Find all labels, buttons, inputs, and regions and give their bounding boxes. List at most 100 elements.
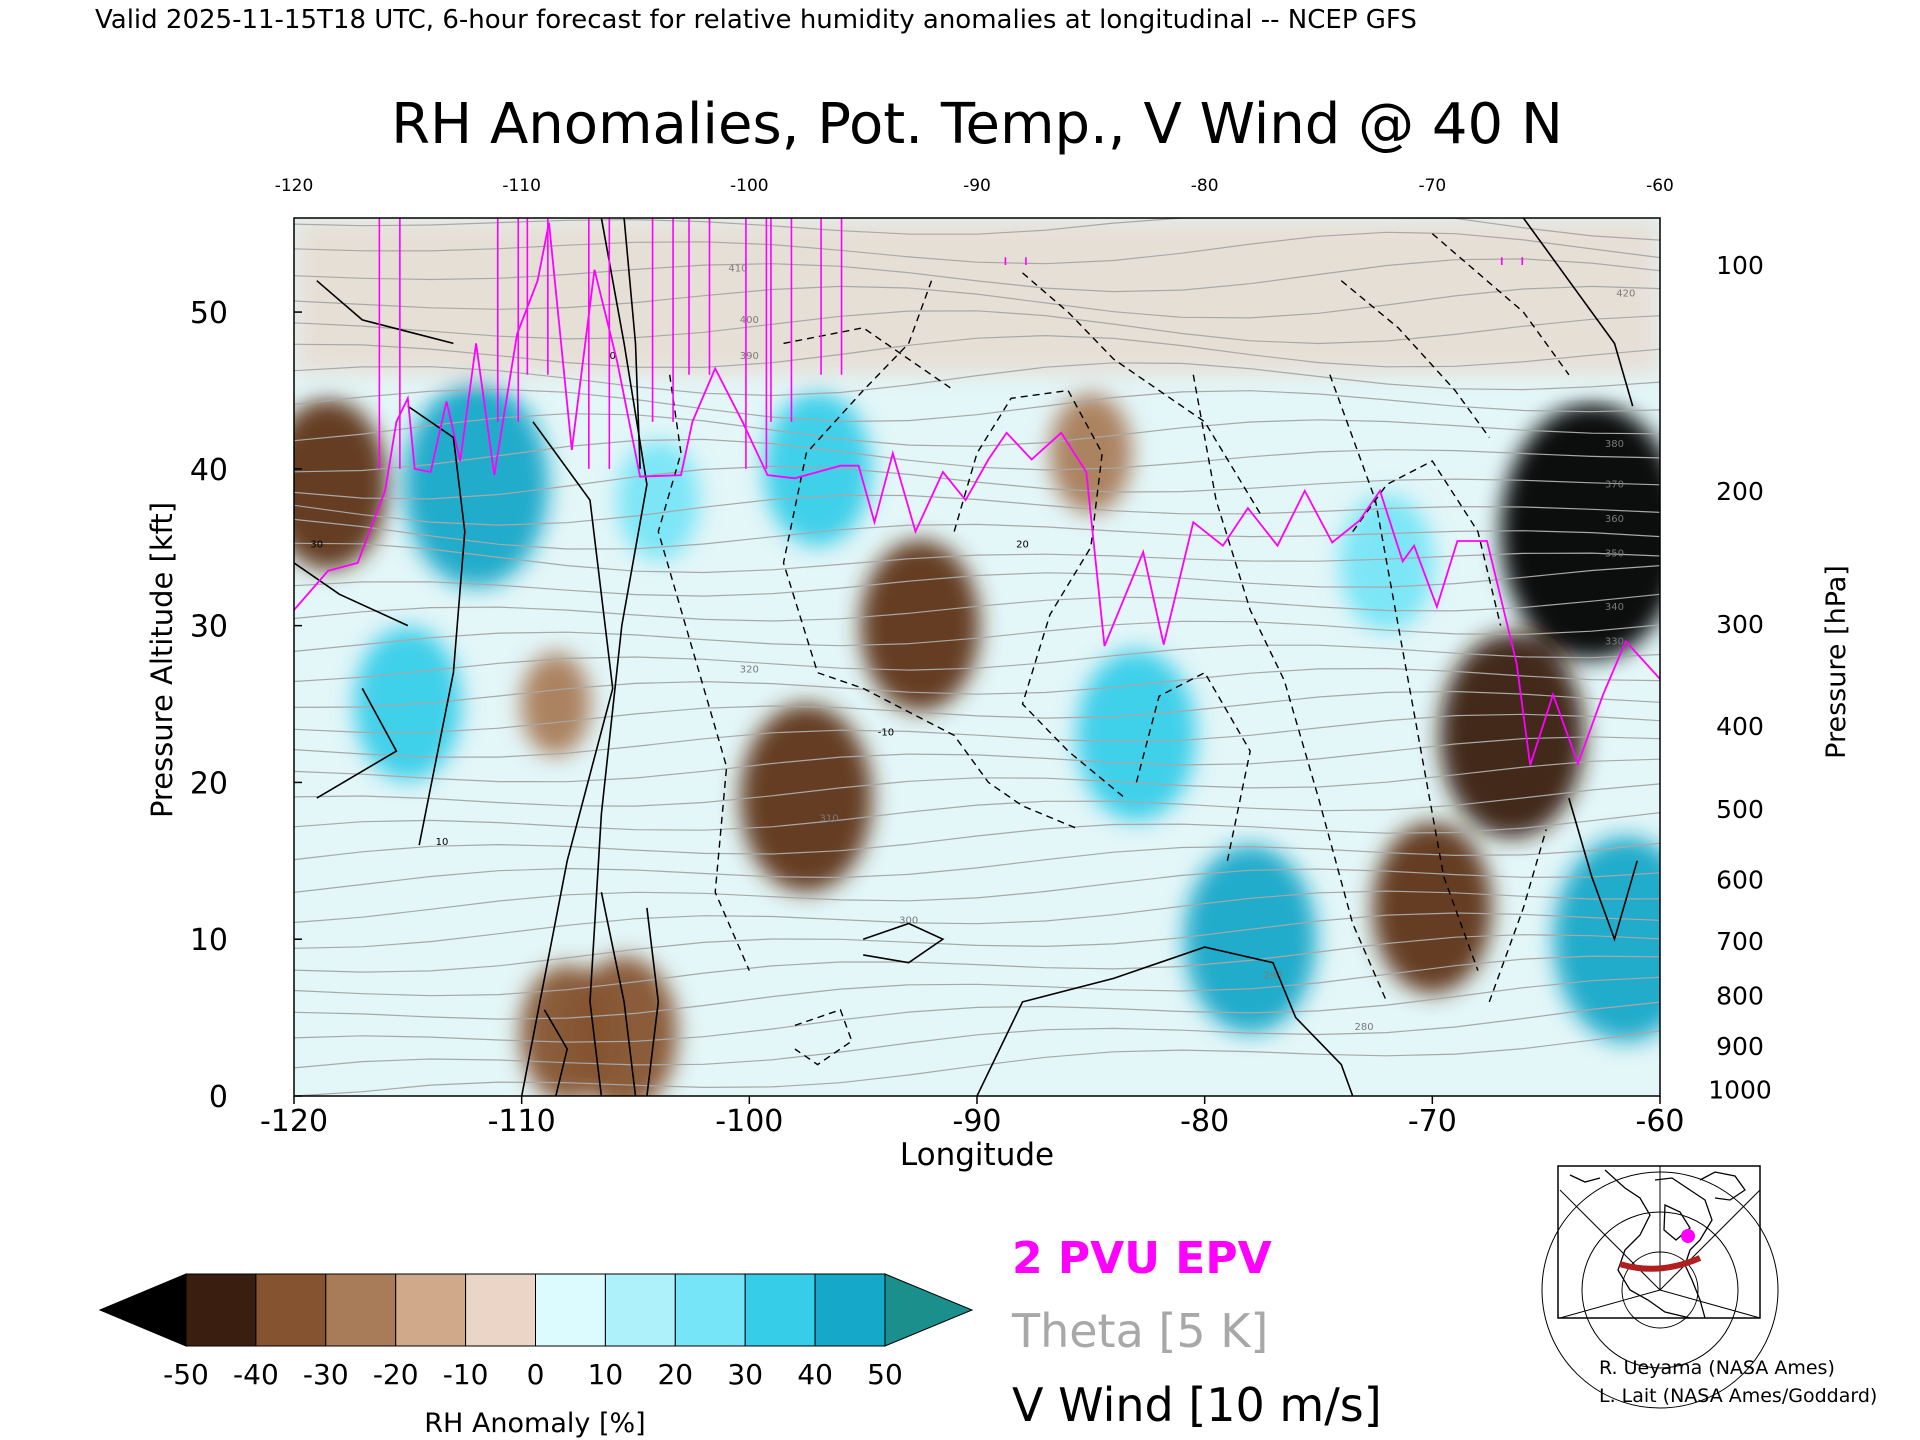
v-wind-contour-negative — [1340, 280, 1490, 438]
x-tick-label: -70 — [1408, 1104, 1457, 1139]
y-tick-label: 0 — [209, 1080, 228, 1115]
pressure-tick-label: 500 — [1716, 795, 1764, 824]
theta-contour-line — [294, 388, 1660, 423]
theta-contour-line — [294, 690, 1660, 734]
colorbar-tick-label: 0 — [527, 1358, 545, 1391]
rh-anomaly-blob — [1049, 393, 1132, 514]
valid-time-header: Valid 2025-11-15T18 UTC, 6-hour forecast… — [95, 5, 1417, 35]
theta-contour-line — [294, 518, 1660, 550]
theta-contour-line — [294, 334, 1660, 369]
theta-contour-line — [294, 667, 1660, 708]
v-wind-contour-negative — [783, 327, 955, 392]
epv-2pvu-spike — [770, 218, 793, 422]
x-tick-label: -60 — [1636, 1104, 1685, 1139]
colorbar-segment — [814, 1273, 886, 1347]
colorbar-segment — [185, 1273, 257, 1347]
theta-contour-line — [294, 465, 1660, 500]
x-axis-bottom: -120 -110 -100 -90 -80 -70 -60 — [260, 1096, 1685, 1139]
colorbar-segment — [744, 1273, 816, 1347]
v-wind-contour-negative — [1329, 374, 1479, 971]
v-wind-contour-positive — [623, 218, 641, 469]
pressure-tick-label: 600 — [1716, 866, 1764, 895]
pressure-tick-label: 100 — [1716, 251, 1764, 280]
rh-anomaly-blob — [860, 540, 980, 712]
v-wind-contour-positive — [294, 562, 409, 627]
v-wind-contour-negative — [782, 280, 1080, 831]
theta-contour-label: 340 — [1605, 602, 1624, 613]
colorbar-segment — [604, 1273, 676, 1347]
colorbar-segment — [255, 1273, 327, 1347]
colorbar-tick-label: -10 — [443, 1358, 489, 1391]
v-wind-contour-negative — [794, 1008, 853, 1066]
v-wind-contour-label: 0 — [610, 351, 616, 362]
colorbar-tick-label: -50 — [163, 1358, 209, 1391]
epv-2pvu-spike — [378, 218, 401, 469]
rh-colorbar: -50 -40 -30 -20 -10 0 10 20 30 40 50 — [98, 1273, 974, 1391]
theta-contour-line — [294, 565, 1660, 597]
pressure-tick-label: 300 — [1716, 610, 1764, 639]
x-top-tick-label: -70 — [1418, 176, 1446, 196]
colorbar-segment — [395, 1273, 467, 1347]
theta-contour-line — [294, 783, 1660, 831]
theta-contour-line — [294, 868, 1660, 924]
legend-theta: Theta [5 K] — [1011, 1304, 1268, 1358]
theta-contour-label: 300 — [899, 916, 918, 927]
plot-area: 2802903003103203303403503603703803904004… — [294, 218, 1660, 1096]
v-wind-contour-positive — [316, 688, 398, 799]
theta-contour-line — [294, 285, 1660, 319]
epv-2pvu-spike — [820, 218, 843, 375]
colorbar-segment — [465, 1273, 537, 1347]
colorbar-under-arrow — [98, 1273, 187, 1347]
colorbar-tick-label: 50 — [867, 1358, 903, 1391]
epv-2pvu-curve — [294, 222, 1660, 767]
inset-location-dot — [1681, 1229, 1695, 1243]
v-wind-contour-positive — [316, 280, 454, 345]
theta-contour-line — [294, 413, 1660, 447]
v-wind-contour-positive — [520, 421, 614, 1096]
theta-contour-line — [294, 890, 1660, 949]
theta-contour-line — [294, 258, 1660, 293]
epv-2pvu-spike — [688, 218, 711, 375]
y-axis-left-label: Pressure Altitude [kft] — [145, 502, 179, 818]
v-wind-contour-positive — [600, 892, 637, 1096]
v-wind-contour-positive — [1568, 797, 1638, 942]
rh-anomaly-blob — [403, 382, 549, 588]
v-wind-contour-negative — [657, 374, 750, 971]
theta-contour-label: 380 — [1605, 439, 1624, 450]
theta-contour-line — [294, 1030, 1660, 1096]
theta-contour-label: 280 — [1354, 1022, 1373, 1033]
theta-contour-label: 390 — [740, 351, 759, 362]
theta-contour-line — [294, 542, 1660, 574]
inset-map — [1541, 1165, 1779, 1409]
x-axis-label: Longitude — [900, 1137, 1054, 1173]
x-tick-label: -120 — [260, 1104, 328, 1139]
y-tick-label: 40 — [190, 453, 228, 488]
theta-contour-line — [294, 758, 1660, 807]
v-wind-contour-positive — [1522, 218, 1634, 407]
v-wind-contour-label: 10 — [436, 837, 449, 848]
x-tick-label: -110 — [488, 1104, 556, 1139]
x-axis-top: -120 -110 -100 -90 -80 -70 -60 — [275, 176, 1674, 196]
theta-contour-line — [294, 231, 1660, 265]
theta-contour-line — [294, 812, 1660, 861]
theta-contour-line — [294, 644, 1660, 683]
epv-2pvu-spike — [651, 218, 674, 422]
y-tick-label: 50 — [190, 296, 228, 331]
colorbar-segment — [535, 1273, 606, 1347]
x-top-tick-label: -90 — [963, 176, 991, 196]
theta-contour-label: 320 — [740, 665, 759, 676]
x-top-tick-label: -100 — [730, 176, 769, 196]
x-tick-label: -80 — [1180, 1104, 1229, 1139]
x-tick-label: -100 — [715, 1104, 783, 1139]
theta-contour-line — [294, 976, 1660, 1043]
y-axis-right-label: Pressure [hPa] — [1821, 565, 1852, 759]
colorbar-tick-label: 30 — [727, 1358, 763, 1391]
chart-title: RH Anomalies, Pot. Temp., V Wind @ 40 N — [391, 92, 1563, 157]
theta-contour-label: 350 — [1605, 549, 1624, 560]
v-wind-contour-negative — [1135, 671, 1251, 861]
epv-2pvu-spike — [588, 218, 611, 469]
v-wind-contour-negative — [1352, 460, 1502, 626]
epv-2pvu-spike — [1004, 257, 1027, 266]
colorbar-tick-label: 40 — [797, 1358, 833, 1391]
credit-ueyama: R. Ueyama (NASA Ames) — [1599, 1357, 1835, 1379]
